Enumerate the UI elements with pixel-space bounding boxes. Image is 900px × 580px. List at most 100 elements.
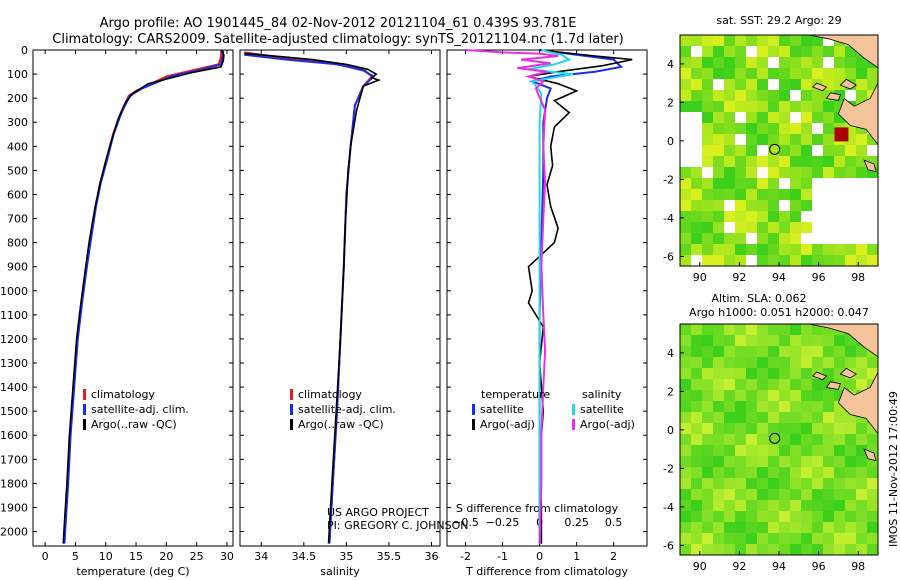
map-cell: [691, 467, 702, 478]
map-cell: [757, 335, 768, 346]
map-cell: [790, 500, 801, 511]
map-cell: [812, 57, 823, 68]
map-cell: [757, 522, 768, 533]
map-cell: [724, 244, 735, 255]
map-x-label-98: 98: [851, 560, 865, 573]
map-cell: [768, 90, 779, 101]
map-cell: [757, 412, 768, 423]
legend-label-argo: Argo(..raw -QC): [298, 418, 384, 431]
map-cell: [757, 368, 768, 379]
map-cell: [735, 423, 746, 434]
map-cell: [735, 522, 746, 533]
map-cell: [746, 390, 757, 401]
legend-label-climatology: climatology: [298, 388, 362, 401]
x-label--2: -2: [460, 550, 471, 563]
map-cell: [834, 445, 845, 456]
map-cell: [702, 368, 713, 379]
map-cell: [680, 244, 691, 255]
map-cell: [845, 346, 856, 357]
map-cell: [812, 357, 823, 368]
map-cell: [746, 346, 757, 357]
map-cell: [757, 357, 768, 368]
map-cell: [812, 390, 823, 401]
map-cell: [713, 112, 724, 123]
legend-swatch-t-satellite: [472, 404, 475, 415]
map-cell: [801, 101, 812, 112]
map-cell: [680, 401, 691, 412]
map-cell: [746, 467, 757, 478]
title-line-1: Argo profile: AO 1901445_84 02-Nov-2012 …: [100, 16, 577, 31]
map-cell: [735, 368, 746, 379]
legend-swatch-s-sal_argo: [572, 419, 575, 430]
map-cell: [757, 101, 768, 112]
depth-label-200: 200: [7, 92, 28, 105]
map-cell: [735, 434, 746, 445]
map-cell: [812, 90, 823, 101]
map-cell: [779, 145, 790, 156]
map-cell: [713, 35, 724, 46]
map-cell: [702, 489, 713, 500]
map-cell: [779, 233, 790, 244]
map-cell: [834, 68, 845, 79]
map-cell: [691, 101, 702, 112]
temperature-frame: [32, 49, 234, 547]
sst-map-panel: 90 92 94 96 98 -6 -4 -2 0 2 4 sat. SST: 29.2 Argo: …: [663, 14, 879, 284]
map-cell: [801, 156, 812, 167]
map-cell: [801, 123, 812, 134]
map-cell: [735, 412, 746, 423]
map-cell: [702, 511, 713, 522]
map-cell: [680, 79, 691, 90]
map-cell: [779, 445, 790, 456]
map-cell: [702, 101, 713, 112]
map-cell: [812, 335, 823, 346]
map-cell: [856, 434, 867, 445]
map-cell: [834, 500, 845, 511]
map-cell: [724, 379, 735, 390]
map-cell: [845, 357, 856, 368]
map-cell: [856, 145, 867, 156]
depth-label-500: 500: [7, 164, 28, 177]
map-cell: [713, 335, 724, 346]
map-cell: [812, 511, 823, 522]
map-cell: [702, 112, 713, 123]
depth-label-700: 700: [7, 213, 28, 226]
map-cell: [746, 35, 757, 46]
map-cell: [801, 200, 812, 211]
map-cell: [746, 522, 757, 533]
map-cell: [801, 368, 812, 379]
map-cell: [702, 412, 713, 423]
map-cell: [680, 522, 691, 533]
map-cell: [757, 156, 768, 167]
map-cell: [768, 189, 779, 200]
map-cell: [746, 211, 757, 222]
legend-label-satellite: satellite-adj. clim.: [91, 403, 189, 416]
map-cell: [790, 456, 801, 467]
map-y-label-2: 2: [667, 96, 674, 109]
sst-hot-cell: [834, 127, 849, 142]
map-y-label-0: 0: [667, 424, 674, 437]
map-cell: [702, 90, 713, 101]
map-cell: [823, 368, 834, 379]
map-cell: [713, 90, 724, 101]
map-cell: [713, 200, 724, 211]
map-cell: [779, 368, 790, 379]
map-cell: [856, 255, 867, 266]
map-cell: [768, 489, 779, 500]
land-polygon-4: [825, 92, 841, 101]
map-cell: [768, 255, 779, 266]
map-cell: [691, 434, 702, 445]
map-cell: [702, 134, 713, 145]
map-cell: [790, 467, 801, 478]
x-label-20: 20: [159, 550, 173, 563]
map-cell: [757, 123, 768, 134]
side-stamp: IMOS 11-Nov-2012 17:00:49: [887, 391, 900, 547]
map-cell: [691, 211, 702, 222]
map-cell: [790, 401, 801, 412]
map-cell: [735, 324, 746, 335]
map-cell: [834, 255, 845, 266]
map-cell: [845, 335, 856, 346]
map-cell: [801, 90, 812, 101]
top-label--0.25: −0.25: [486, 516, 520, 529]
map-cell: [779, 357, 790, 368]
map-cell: [834, 434, 845, 445]
